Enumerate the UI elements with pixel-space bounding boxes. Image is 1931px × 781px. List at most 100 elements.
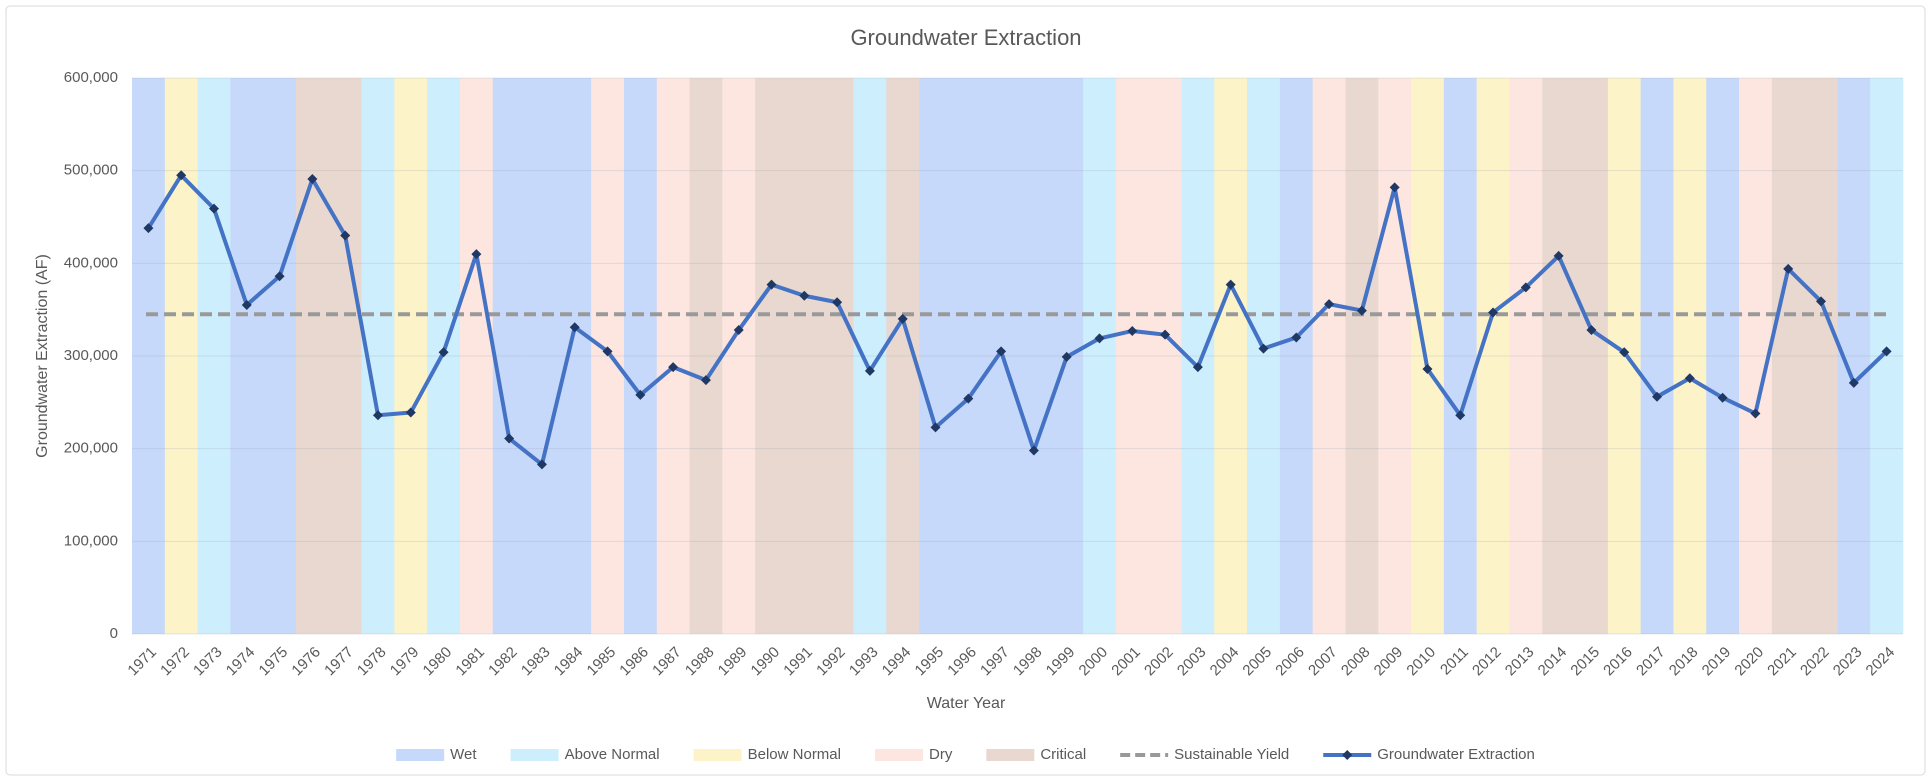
- extraction-marker: [307, 174, 318, 185]
- extraction-marker: [733, 325, 744, 336]
- extraction-marker: [602, 346, 613, 357]
- extraction-marker: [1127, 325, 1138, 336]
- extraction-marker: [832, 297, 843, 308]
- year-type-band: [919, 78, 953, 634]
- year-type-band: [1345, 78, 1379, 634]
- year-type-band: [263, 78, 297, 634]
- year-type-band: [1443, 78, 1477, 634]
- extraction-marker: [1488, 307, 1499, 318]
- extraction-marker: [930, 422, 941, 433]
- year-type-band: [1247, 78, 1281, 634]
- year-type-band: [1214, 78, 1248, 634]
- extraction-marker: [1291, 332, 1302, 343]
- extraction-marker: [864, 365, 875, 376]
- year-type-band: [295, 78, 330, 634]
- extraction-marker: [1816, 296, 1827, 307]
- year-type-band: [1411, 78, 1445, 634]
- year-type-band: [1312, 78, 1346, 634]
- year-type-band: [1804, 78, 1838, 634]
- extraction-marker: [1258, 343, 1269, 354]
- extraction-marker: [536, 459, 547, 470]
- extraction-marker: [1553, 250, 1564, 261]
- extraction-marker: [471, 249, 482, 260]
- year-type-band: [1509, 78, 1543, 634]
- extraction-marker: [1684, 373, 1695, 384]
- extraction-marker: [1520, 282, 1531, 293]
- legend-marker: [1342, 750, 1353, 760]
- extraction-marker: [766, 279, 777, 290]
- year-type-band: [1148, 78, 1182, 634]
- year-type-band: [1378, 78, 1412, 634]
- extraction-marker: [700, 375, 711, 386]
- legend-label: Below Normal: [748, 746, 841, 763]
- legend: Wet Above Normal Below Normal Dry Critical Su…: [396, 746, 1535, 763]
- legend-label: Wet: [450, 746, 477, 763]
- year-type-band: [132, 78, 166, 634]
- extraction-marker: [1094, 333, 1105, 344]
- legend-swatch: [693, 749, 742, 761]
- year-type-band: [656, 78, 690, 634]
- legend-swatch: [510, 749, 559, 761]
- extraction-marker: [1028, 445, 1039, 456]
- extraction-marker: [143, 223, 154, 234]
- legend-label: Above Normal: [565, 746, 660, 763]
- year-type-band: [459, 78, 494, 634]
- legend-label: Sustainable Yield: [1174, 746, 1289, 763]
- extraction-marker: [996, 346, 1007, 357]
- extraction-marker: [668, 362, 679, 373]
- legend-swatch: [396, 749, 445, 761]
- year-type-band: [1476, 78, 1510, 634]
- year-type-band: [197, 78, 231, 634]
- extraction-marker: [1783, 263, 1794, 274]
- legend-swatch: [986, 749, 1035, 761]
- year-type-band: [1542, 78, 1576, 634]
- year-type-band: [525, 78, 559, 634]
- extraction-marker: [1061, 351, 1072, 362]
- extraction-marker: [1455, 410, 1466, 421]
- year-type-band: [623, 78, 658, 634]
- year-type-band: [394, 78, 428, 634]
- y-tick-label: 200,000: [64, 440, 118, 457]
- legend-swatch: [874, 749, 923, 761]
- y-axis-label: Groundwater Extraction (AF): [34, 254, 51, 458]
- extraction-marker: [1750, 408, 1761, 419]
- extraction-marker: [405, 407, 416, 418]
- extraction-marker: [1717, 392, 1728, 403]
- extraction-marker: [799, 290, 810, 301]
- legend-label: Dry: [929, 746, 953, 763]
- year-type-band: [787, 78, 822, 634]
- extraction-marker: [1225, 279, 1236, 290]
- legend-label: Groundwater Extraction: [1377, 746, 1535, 763]
- extraction-marker: [963, 393, 974, 404]
- year-type-band: [951, 78, 986, 634]
- chart-title: Groundwater Extraction: [850, 25, 1081, 50]
- extraction-marker: [1356, 305, 1367, 316]
- extraction-marker: [1652, 391, 1663, 402]
- year-type-band: [492, 78, 526, 634]
- extraction-marker: [438, 347, 449, 358]
- extraction-marker: [1324, 299, 1335, 310]
- year-type-band: [755, 78, 789, 634]
- extraction-marker: [1160, 329, 1171, 340]
- y-tick-label: 400,000: [64, 254, 118, 271]
- year-type-band: [1017, 78, 1051, 634]
- y-tick-label: 100,000: [64, 532, 118, 549]
- year-type-band: [1115, 78, 1149, 634]
- y-tick-label: 0: [110, 625, 118, 642]
- extraction-marker: [274, 271, 285, 282]
- y-tick-label: 600,000: [64, 69, 118, 86]
- extraction-marker: [1848, 377, 1859, 388]
- y-tick-label: 300,000: [64, 347, 118, 364]
- extraction-marker: [372, 410, 383, 421]
- extraction-marker: [897, 313, 908, 324]
- extraction-marker: [176, 170, 187, 181]
- extraction-marker: [1389, 182, 1400, 193]
- extraction-marker: [1422, 363, 1433, 374]
- extraction-marker: [241, 300, 252, 311]
- extraction-marker: [1586, 325, 1597, 336]
- extraction-marker: [208, 203, 219, 214]
- extraction-marker: [340, 230, 351, 241]
- extraction-marker: [569, 322, 580, 333]
- year-type-band: [1279, 78, 1313, 634]
